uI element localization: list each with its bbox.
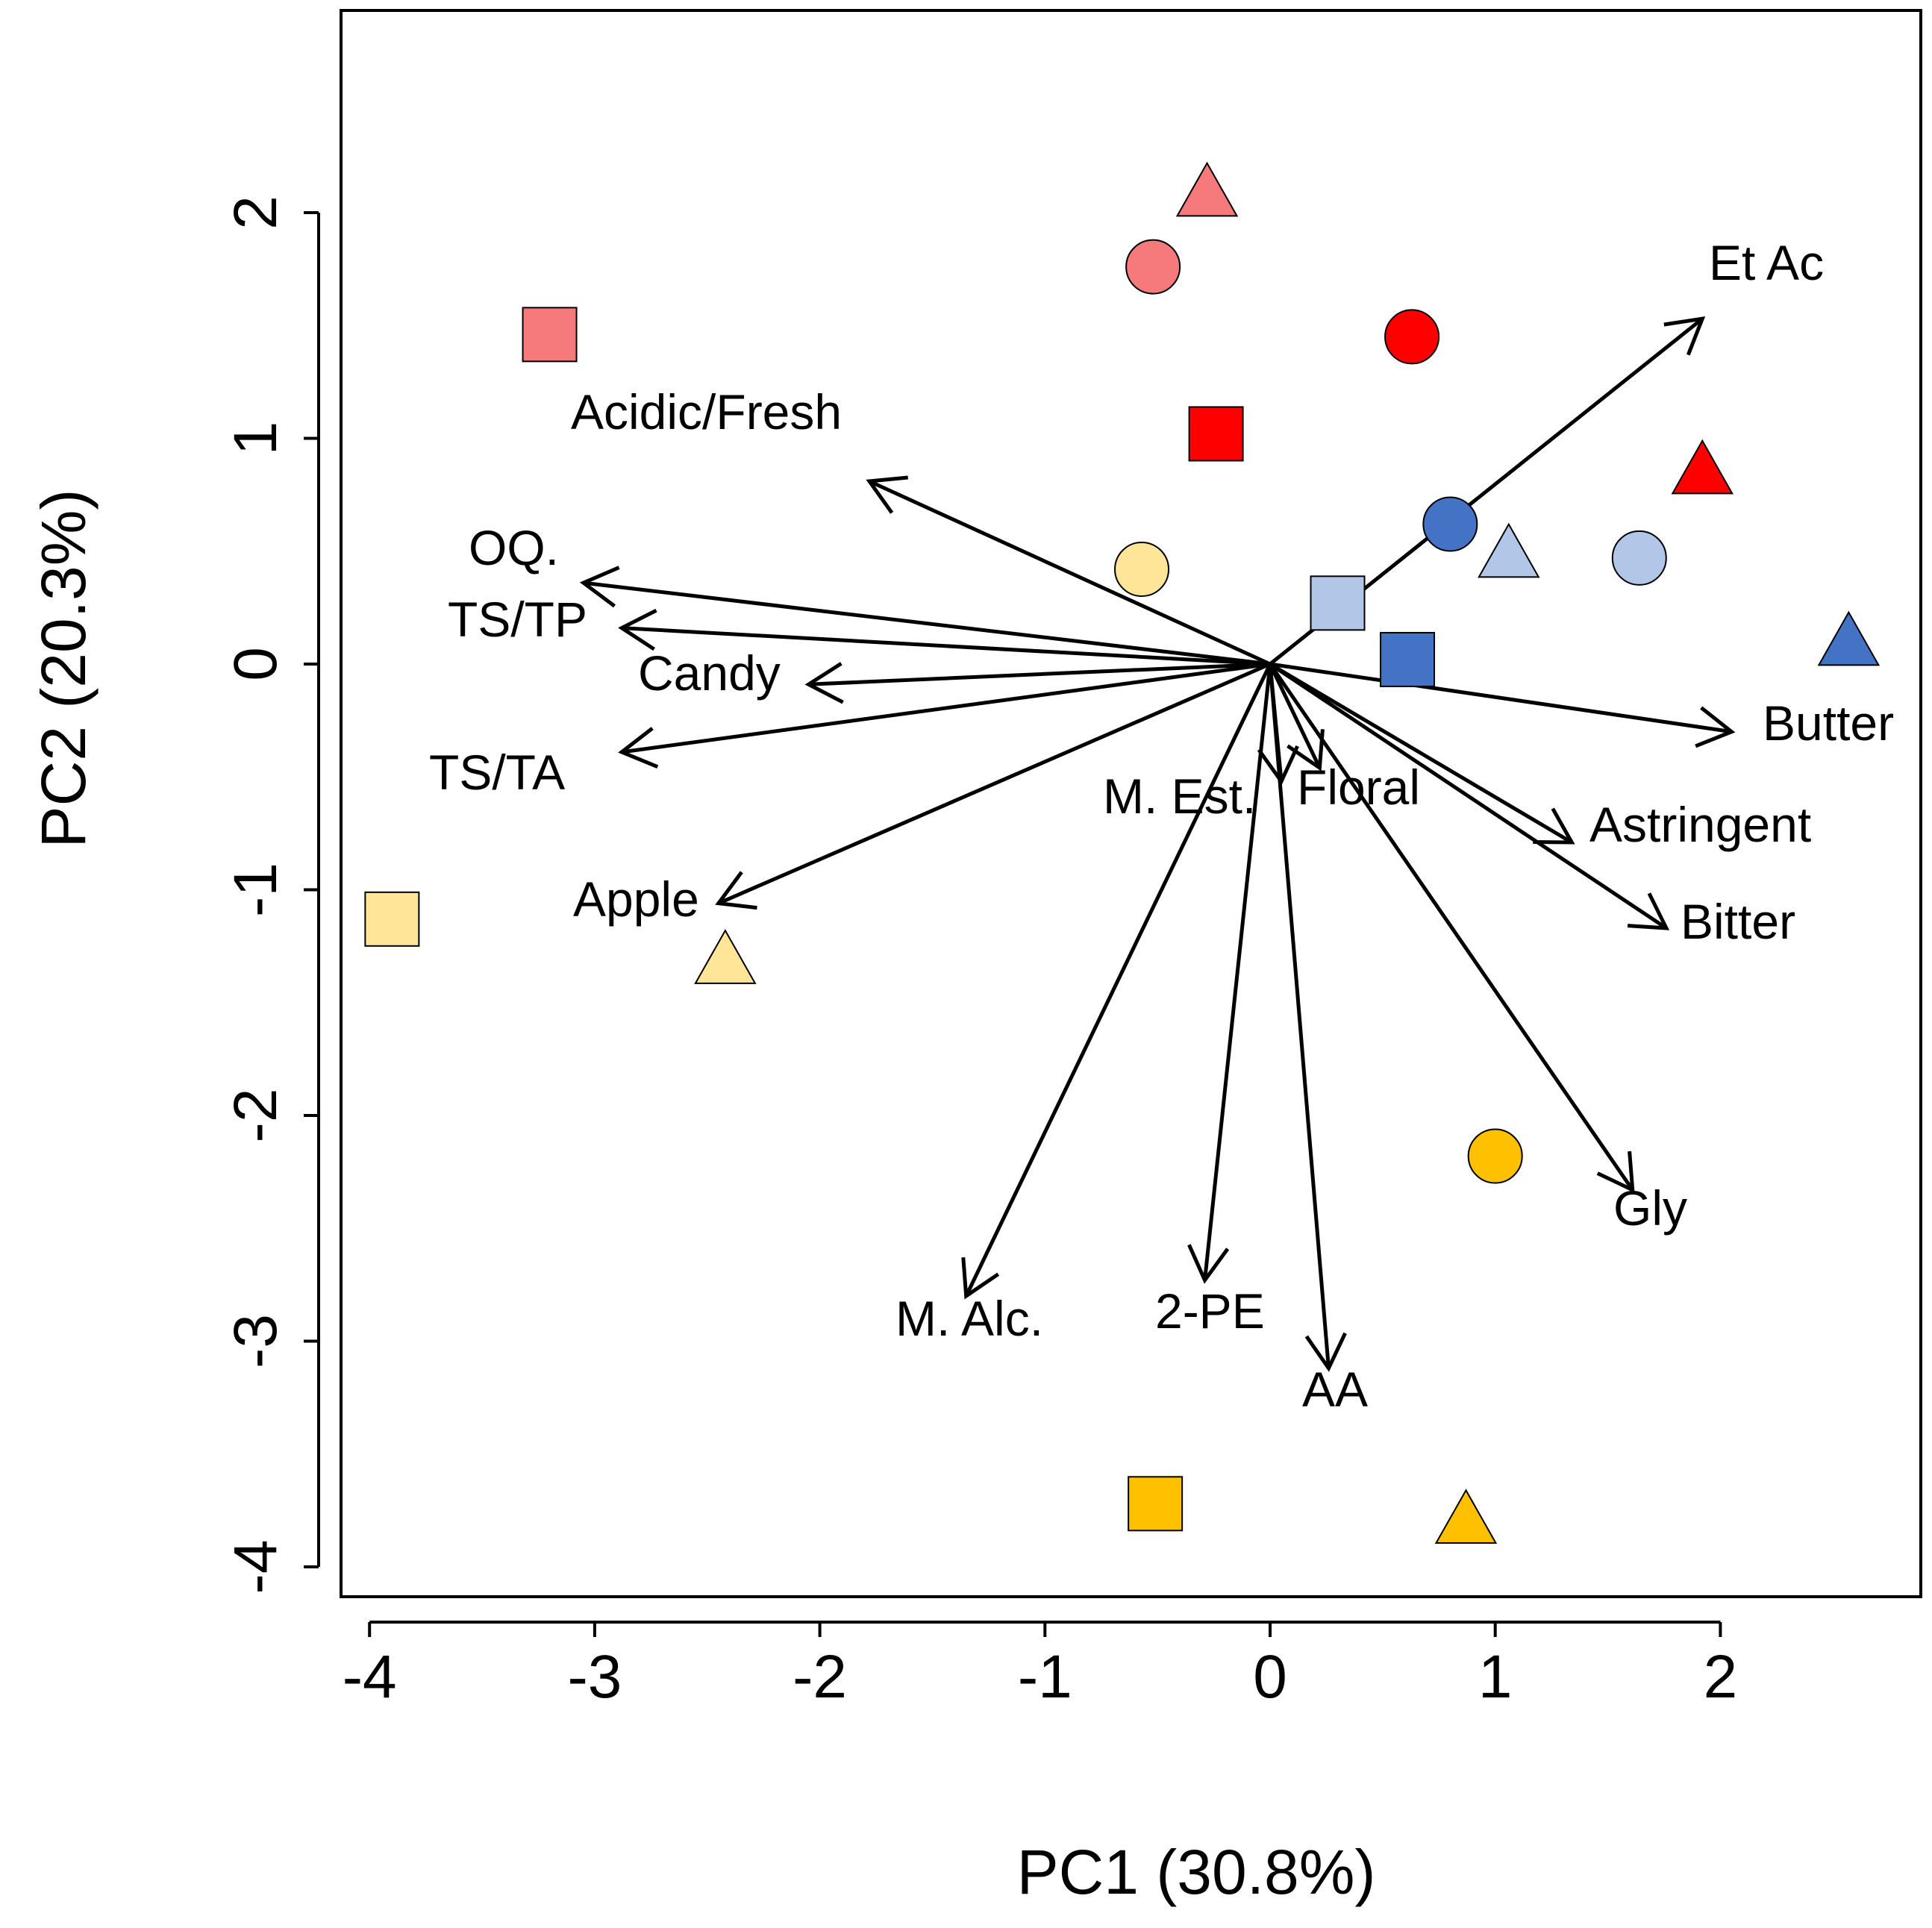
loading-vectors: Et Ac Acidic/Fresh OQ. TS/TP Candy TS/TA Apple… <box>429 235 1894 1417</box>
x-axis-title: PC1 (30.8%) <box>1017 1837 1376 1907</box>
loading-label: Butter <box>1763 695 1894 751</box>
score-point-square <box>522 307 578 363</box>
loading-arrow-head <box>1304 1332 1347 1372</box>
loading-apple: Apple <box>573 662 1271 927</box>
loading-arrow-head <box>866 475 908 514</box>
loading-arrow-head <box>1663 316 1706 356</box>
loading-label: M. Alc. <box>895 1291 1043 1346</box>
y-tick-label: 2 <box>222 195 290 230</box>
loading-label: OQ. <box>469 520 559 575</box>
y-tick-label: -2 <box>222 1089 290 1143</box>
y-tick-label: -3 <box>222 1314 290 1368</box>
loading-arrow-head <box>1187 1244 1230 1284</box>
x-axis: -4 -3 -2 -1 0 1 2 <box>343 1621 1738 1711</box>
loading-arrow-shaft <box>868 479 1272 666</box>
loading-label: Candy <box>638 645 781 701</box>
score-point-circle <box>1422 496 1478 552</box>
loading-label: 2-PE <box>1155 1283 1265 1339</box>
loading-label: TS/TP <box>448 592 587 647</box>
loading-butter: Butter <box>1269 662 1894 751</box>
loading-label: Gly <box>1613 1180 1687 1236</box>
score-point-triangle <box>1175 161 1239 217</box>
loading-arrow-head <box>961 1256 1000 1300</box>
x-tick-label: -3 <box>567 1643 622 1711</box>
loading-arrow-head <box>618 608 657 651</box>
y-axis-title: PC2 (20.3%) <box>28 489 99 848</box>
score-point-circle <box>1611 530 1667 586</box>
x-tick-label: 1 <box>1478 1643 1513 1711</box>
score-point-square <box>1128 1476 1184 1532</box>
loading-arrow-head <box>1627 892 1670 930</box>
loading-arrow-head <box>579 566 620 608</box>
score-point-square <box>1188 406 1244 462</box>
loading-label: Acidic/Fresh <box>571 384 842 439</box>
score-point-circle <box>1125 239 1181 295</box>
loading-label: M. Est. <box>1103 769 1256 824</box>
score-point-triangle <box>1671 439 1734 495</box>
loading-label: Bitter <box>1681 894 1795 949</box>
loading-arrow-shaft <box>808 662 1271 686</box>
loading-arrow-head <box>1596 1151 1635 1193</box>
x-tick-label: -1 <box>1018 1643 1072 1711</box>
loading-arrow-shaft <box>717 662 1271 905</box>
loading-label: Astringent <box>1589 797 1811 852</box>
loading-arrow-shaft <box>1203 663 1272 1281</box>
loading-candy: Candy <box>638 645 1271 704</box>
loading-arrow-shaft <box>621 662 1271 754</box>
loading-label: TS/TA <box>429 745 565 800</box>
loading-aa: AA <box>1268 663 1368 1417</box>
y-tick-label: -1 <box>222 863 290 917</box>
y-tick-label: -4 <box>222 1540 290 1594</box>
loading-arrow-shaft <box>1269 662 1573 845</box>
y-axis: -4 -3 -2 -1 0 1 2 <box>222 195 320 1594</box>
loading-astringent: Astringent <box>1269 662 1811 852</box>
loading-arrow-shaft <box>621 626 1271 666</box>
score-point-triangle <box>1817 610 1881 666</box>
loading-gly: Gly <box>1268 663 1687 1236</box>
score-point-triangle <box>694 929 757 984</box>
score-point-square <box>1380 631 1436 687</box>
x-tick-label: 2 <box>1704 1643 1738 1711</box>
score-point-triangle <box>1434 1489 1498 1544</box>
x-tick-label: -2 <box>793 1643 847 1711</box>
score-point-square <box>364 891 420 947</box>
loading-arrow-head <box>715 871 757 910</box>
loading-arrow-shaft <box>1268 663 1331 1369</box>
score-point-square <box>1310 575 1366 631</box>
score-point-circle <box>1114 541 1170 597</box>
loading-arrow-shaft <box>1268 663 1634 1192</box>
loading-floral: Floral <box>1268 663 1420 815</box>
x-tick-label: -4 <box>343 1643 397 1711</box>
x-tick-label: 0 <box>1253 1643 1287 1711</box>
loading-arrow-shaft <box>964 663 1272 1298</box>
loading-oq-: OQ. <box>469 520 1271 666</box>
loading-arrow-shaft <box>1268 663 1322 769</box>
loading-label: Floral <box>1297 760 1420 815</box>
score-point-circle <box>1384 309 1440 365</box>
loading-m-alc-: M. Alc. <box>895 663 1272 1346</box>
loading-ts-tp: TS/TP <box>448 592 1271 666</box>
loading-arrow-shaft <box>1269 662 1668 930</box>
loading-arrow-head <box>618 727 659 769</box>
score-point-triangle <box>1478 522 1540 578</box>
plot-area-frame <box>340 9 1922 1598</box>
y-tick-label: 0 <box>222 647 290 681</box>
loading-bitter: Bitter <box>1269 662 1795 949</box>
score-points <box>364 161 1881 1544</box>
loading-arrow-head <box>1695 706 1736 748</box>
loading-arrow-head <box>1533 807 1575 845</box>
loading-arrow-head <box>804 662 844 704</box>
loading-arrow-shaft <box>583 580 1271 666</box>
loading-label: Apple <box>573 871 699 927</box>
loading-acidic-fresh: Acidic/Fresh <box>571 384 1272 666</box>
loading-2-pe: 2-PE <box>1155 663 1272 1339</box>
score-point-circle <box>1467 1128 1523 1184</box>
loading-label: AA <box>1302 1362 1368 1417</box>
loading-arrow-shaft <box>1269 662 1732 734</box>
loading-ts-ta: TS/TA <box>429 662 1271 800</box>
loading-label: Et Ac <box>1709 235 1824 290</box>
y-tick-label: 1 <box>222 422 290 456</box>
